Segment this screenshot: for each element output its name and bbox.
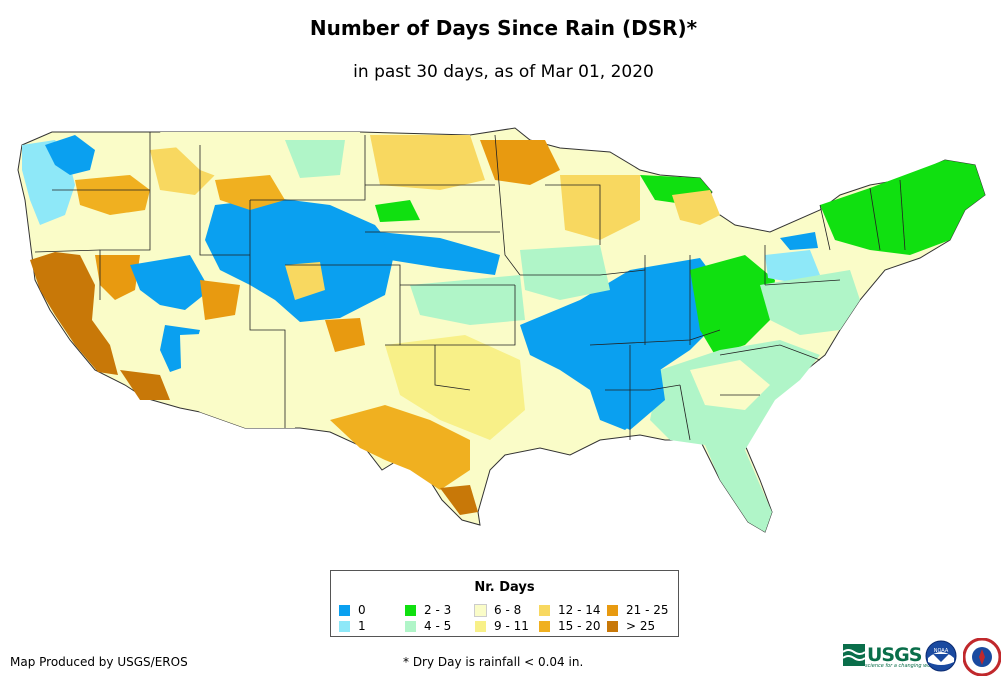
region-pa-1	[765, 250, 820, 282]
legend-label: 6 - 8	[494, 603, 522, 617]
legend-swatch	[539, 604, 550, 616]
legend-item: 15 - 20	[539, 618, 601, 634]
nws-seal-icon	[963, 638, 1001, 676]
legend-swatch	[607, 604, 618, 616]
legend-item: 4 - 5	[405, 618, 451, 634]
legend-swatch	[339, 620, 350, 632]
legend-swatch	[405, 620, 416, 632]
region-ks-4	[410, 275, 525, 325]
legend-label: 1	[358, 619, 366, 633]
legend-col-3: 6 - 8 9 - 11	[474, 602, 529, 634]
legend-label: 4 - 5	[424, 619, 452, 633]
conus-dsr-map	[17, 127, 986, 533]
legend-item: 1	[339, 618, 366, 634]
region-mi-12	[672, 190, 720, 225]
legend-item: 2 - 3	[405, 602, 451, 618]
legend-label: 9 - 11	[494, 619, 529, 633]
legend-title: Nr. Days	[474, 580, 535, 595]
dry-day-footnote: * Dry Day is rainfall < 0.04 in.	[403, 655, 584, 669]
producer-credit: Map Produced by USGS/EROS	[10, 655, 188, 669]
legend-swatch	[475, 620, 486, 632]
region-nd-21	[480, 140, 560, 185]
region-mo-4	[520, 245, 610, 300]
legend-swatch	[339, 604, 350, 616]
region-mt-15	[215, 175, 285, 210]
usgs-tagline: science for a changing world	[865, 663, 937, 669]
legend-item: 12 - 14	[539, 602, 601, 618]
region-nv-0	[130, 255, 210, 310]
region-ca-25	[30, 252, 118, 375]
map-title: Number of Days Since Rain (DSR)*	[309, 16, 698, 40]
legend-label: 2 - 3	[424, 603, 452, 617]
legend: Nr. Days 0 1 2 - 3 4 - 5 6 - 8 9 - 11	[330, 570, 679, 637]
region-or-15	[75, 175, 150, 215]
region-ne-0	[380, 232, 500, 275]
region-ne-2	[820, 160, 985, 255]
region-ca-21	[95, 255, 140, 300]
legend-col-2: 2 - 3 4 - 5	[405, 602, 451, 634]
region-ut-21	[200, 280, 240, 320]
legend-label: 12 - 14	[558, 603, 601, 617]
region-ohio-2	[690, 255, 775, 355]
legend-swatch	[539, 620, 550, 632]
region-puget-0day	[45, 135, 95, 175]
usgs-wave-icon	[842, 644, 866, 666]
region-nd-12	[370, 135, 485, 190]
noaa-logo-icon: NOAA	[925, 640, 957, 672]
legend-swatch	[474, 603, 487, 617]
region-az-6	[180, 330, 295, 428]
region-ny-0	[780, 232, 818, 250]
region-midatl-4	[760, 270, 860, 335]
map-subtitle: in past 30 days, as of Mar 01, 2020	[353, 62, 654, 82]
region-se-6	[690, 360, 770, 410]
noaa-text: NOAA	[934, 648, 949, 654]
usgs-logo: USGS science for a changing world	[842, 640, 937, 670]
legend-item: 9 - 11	[475, 618, 529, 634]
legend-swatch	[405, 604, 416, 616]
region-mt-4	[285, 140, 345, 178]
region-socal-25	[120, 370, 170, 400]
region-co-12	[285, 262, 325, 300]
region-tx-25	[440, 485, 478, 515]
region-nm-21	[325, 318, 365, 352]
legend-label: 0	[358, 603, 366, 617]
legend-label: 15 - 20	[558, 619, 601, 633]
region-se-4	[650, 340, 820, 532]
legend-item: > 25	[607, 618, 669, 634]
usgs-wordmark: USGS	[867, 644, 922, 666]
legend-label: 21 - 25	[626, 603, 669, 617]
legend-col-1: 0 1	[339, 602, 366, 634]
legend-item: 0	[339, 602, 366, 618]
legend-col-4: 12 - 14 15 - 20	[539, 602, 601, 634]
legend-swatch	[607, 620, 618, 632]
region-tx-15	[330, 405, 470, 490]
legend-item: 21 - 25	[607, 602, 669, 618]
state-boundaries	[34, 132, 906, 441]
region-ms-0	[600, 365, 665, 430]
region-central-0	[520, 258, 720, 430]
region-sd-2	[375, 200, 420, 222]
legend-label: > 25	[626, 619, 656, 633]
legend-col-5: 21 - 25 > 25	[607, 602, 669, 634]
region-rockies-0	[205, 198, 395, 322]
legend-item: 6 - 8	[474, 602, 529, 618]
